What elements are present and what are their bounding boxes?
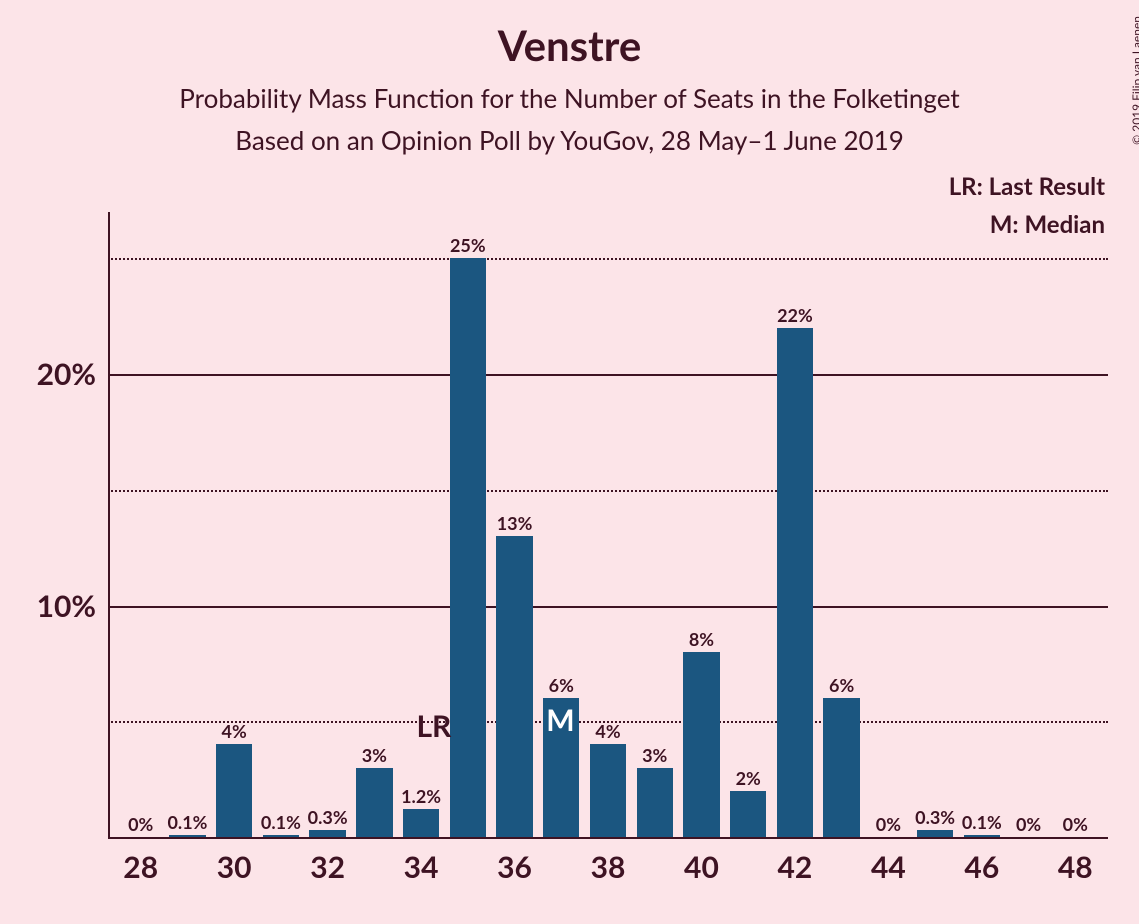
x-tick-label: 28: [123, 849, 158, 885]
bar-value-label: 0.1%: [261, 811, 301, 833]
bar-value-label: 8%: [689, 628, 714, 650]
bar: [590, 744, 626, 837]
x-tick-label: 30: [217, 849, 252, 885]
gridline: [108, 490, 1108, 492]
bar: [450, 258, 486, 837]
bar-value-label: 3%: [362, 744, 387, 766]
chart-subtitle-1: Probability Mass Function for the Number…: [0, 82, 1139, 114]
y-axis: [108, 212, 110, 837]
bar-value-label: 3%: [642, 744, 667, 766]
gridline: [108, 606, 1108, 608]
x-tick-label: 36: [497, 849, 532, 885]
x-tick-label: 40: [684, 849, 719, 885]
bar: [637, 768, 673, 837]
bar-value-label: 0%: [1063, 813, 1088, 835]
bar-value-label: 2%: [736, 767, 761, 789]
copyright-text: © 2019 Filip van Laenen: [1129, 16, 1139, 145]
bar-value-label: 0.3%: [308, 806, 348, 828]
y-tick-label: 20%: [37, 356, 96, 392]
legend-lr: LR: Last Result: [949, 172, 1105, 201]
bar: [777, 328, 813, 837]
bar: [263, 835, 299, 837]
bar-value-label: 0.1%: [962, 811, 1002, 833]
bar: [823, 698, 859, 837]
bar-value-label: 6%: [829, 674, 854, 696]
bar-value-label: 22%: [777, 304, 813, 326]
bar: [309, 830, 345, 837]
bar: [169, 835, 205, 837]
bar: [917, 830, 953, 837]
bar: [403, 809, 439, 837]
bar-value-label: 1.2%: [401, 785, 441, 807]
x-tick-label: 42: [778, 849, 813, 885]
bar-value-label: 25%: [450, 234, 486, 256]
chart-subtitle-2: Based on an Opinion Poll by YouGov, 28 M…: [0, 124, 1139, 156]
chart-container: Venstre Probability Mass Function for th…: [0, 0, 1139, 924]
x-tick-label: 34: [404, 849, 439, 885]
x-tick-label: 48: [1058, 849, 1093, 885]
bar-value-label: 0.1%: [167, 811, 207, 833]
bar-value-label: 6%: [549, 674, 574, 696]
marker-lr: LR: [416, 708, 451, 744]
bar: [683, 652, 719, 837]
x-tick-label: 38: [591, 849, 626, 885]
bar: [356, 768, 392, 837]
bar-value-label: 0.3%: [915, 806, 955, 828]
bar-value-label: 0%: [128, 813, 153, 835]
bar-value-label: 0%: [1016, 813, 1041, 835]
x-tick-label: 44: [871, 849, 906, 885]
y-tick-label: 10%: [37, 588, 96, 624]
bar: [964, 835, 1000, 837]
x-tick-label: 32: [310, 849, 345, 885]
x-tick-label: 46: [964, 849, 999, 885]
bar-value-label: 4%: [222, 720, 247, 742]
chart-title: Venstre: [0, 20, 1139, 70]
chart-plot-area: 10%20%28303234363840424446480%0.1%4%0.1%…: [108, 212, 1108, 837]
bar-value-label: 13%: [497, 512, 533, 534]
gridline: [108, 837, 1108, 839]
gridline: [108, 258, 1108, 260]
bar: [730, 791, 766, 837]
gridline: [108, 374, 1108, 376]
bar: [496, 536, 532, 837]
bar-value-label: 4%: [595, 720, 620, 742]
bar: [216, 744, 252, 837]
marker-median: M: [546, 702, 574, 738]
bar-value-label: 0%: [876, 813, 901, 835]
